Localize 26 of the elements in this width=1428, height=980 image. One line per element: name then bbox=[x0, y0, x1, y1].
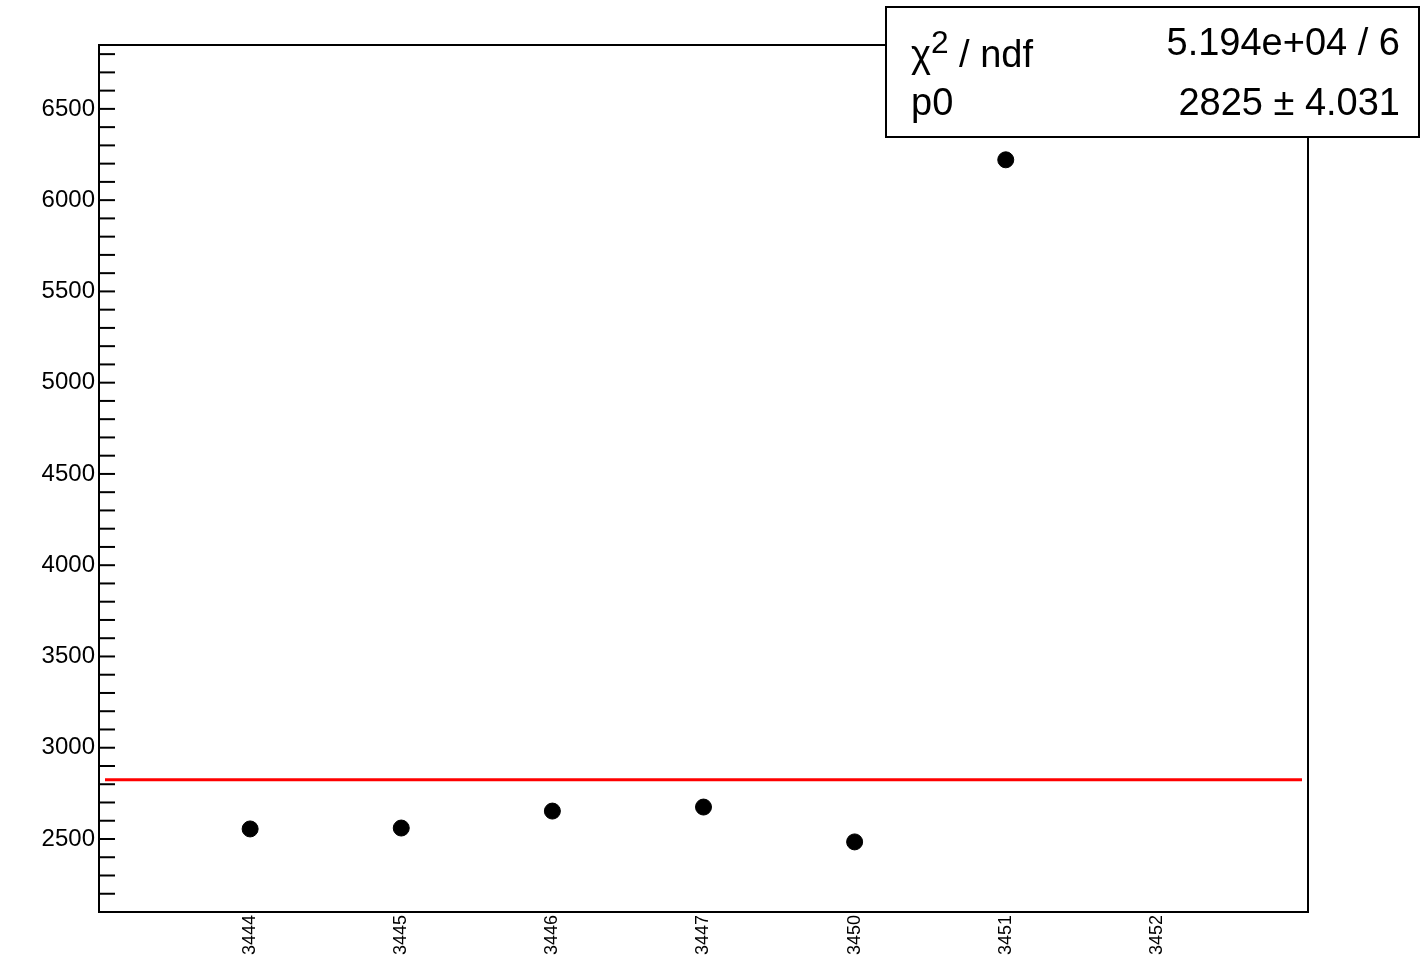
annotation: 5.194e+04 / 6 bbox=[1165, 20, 1400, 66]
y-tick-label: 4000 bbox=[41, 549, 95, 577]
x-tick-label: 3452 bbox=[1145, 915, 1166, 956]
point bbox=[997, 151, 1015, 169]
point bbox=[241, 820, 259, 838]
annotation: p0 bbox=[911, 79, 955, 125]
point bbox=[392, 819, 410, 837]
x-tick-label: 3451 bbox=[994, 915, 1015, 956]
point bbox=[543, 802, 561, 820]
annotation: χ$^{2}$ / ndf bbox=[911, 23, 1034, 77]
y-tick-label: 3000 bbox=[41, 732, 95, 760]
y-tick-label: 3500 bbox=[41, 641, 95, 669]
y-tick-label: 6500 bbox=[41, 93, 95, 121]
x-tick-label: 3444 bbox=[239, 915, 260, 956]
annotation: 2825 ± 4.031 bbox=[1177, 79, 1400, 125]
point bbox=[695, 798, 712, 816]
y-tick-label: 5500 bbox=[41, 276, 95, 304]
y-tick-label: 4500 bbox=[41, 458, 95, 486]
y-tick-label: 2500 bbox=[41, 823, 95, 851]
point bbox=[846, 833, 864, 851]
x-tick-label: 3447 bbox=[692, 915, 713, 956]
x-tick-label: 3446 bbox=[541, 915, 562, 956]
x-tick-label: 3450 bbox=[843, 915, 864, 956]
y-tick-label: 5000 bbox=[41, 367, 95, 395]
x-tick-label: 3445 bbox=[390, 915, 411, 956]
y-tick-label: 6000 bbox=[41, 184, 95, 212]
